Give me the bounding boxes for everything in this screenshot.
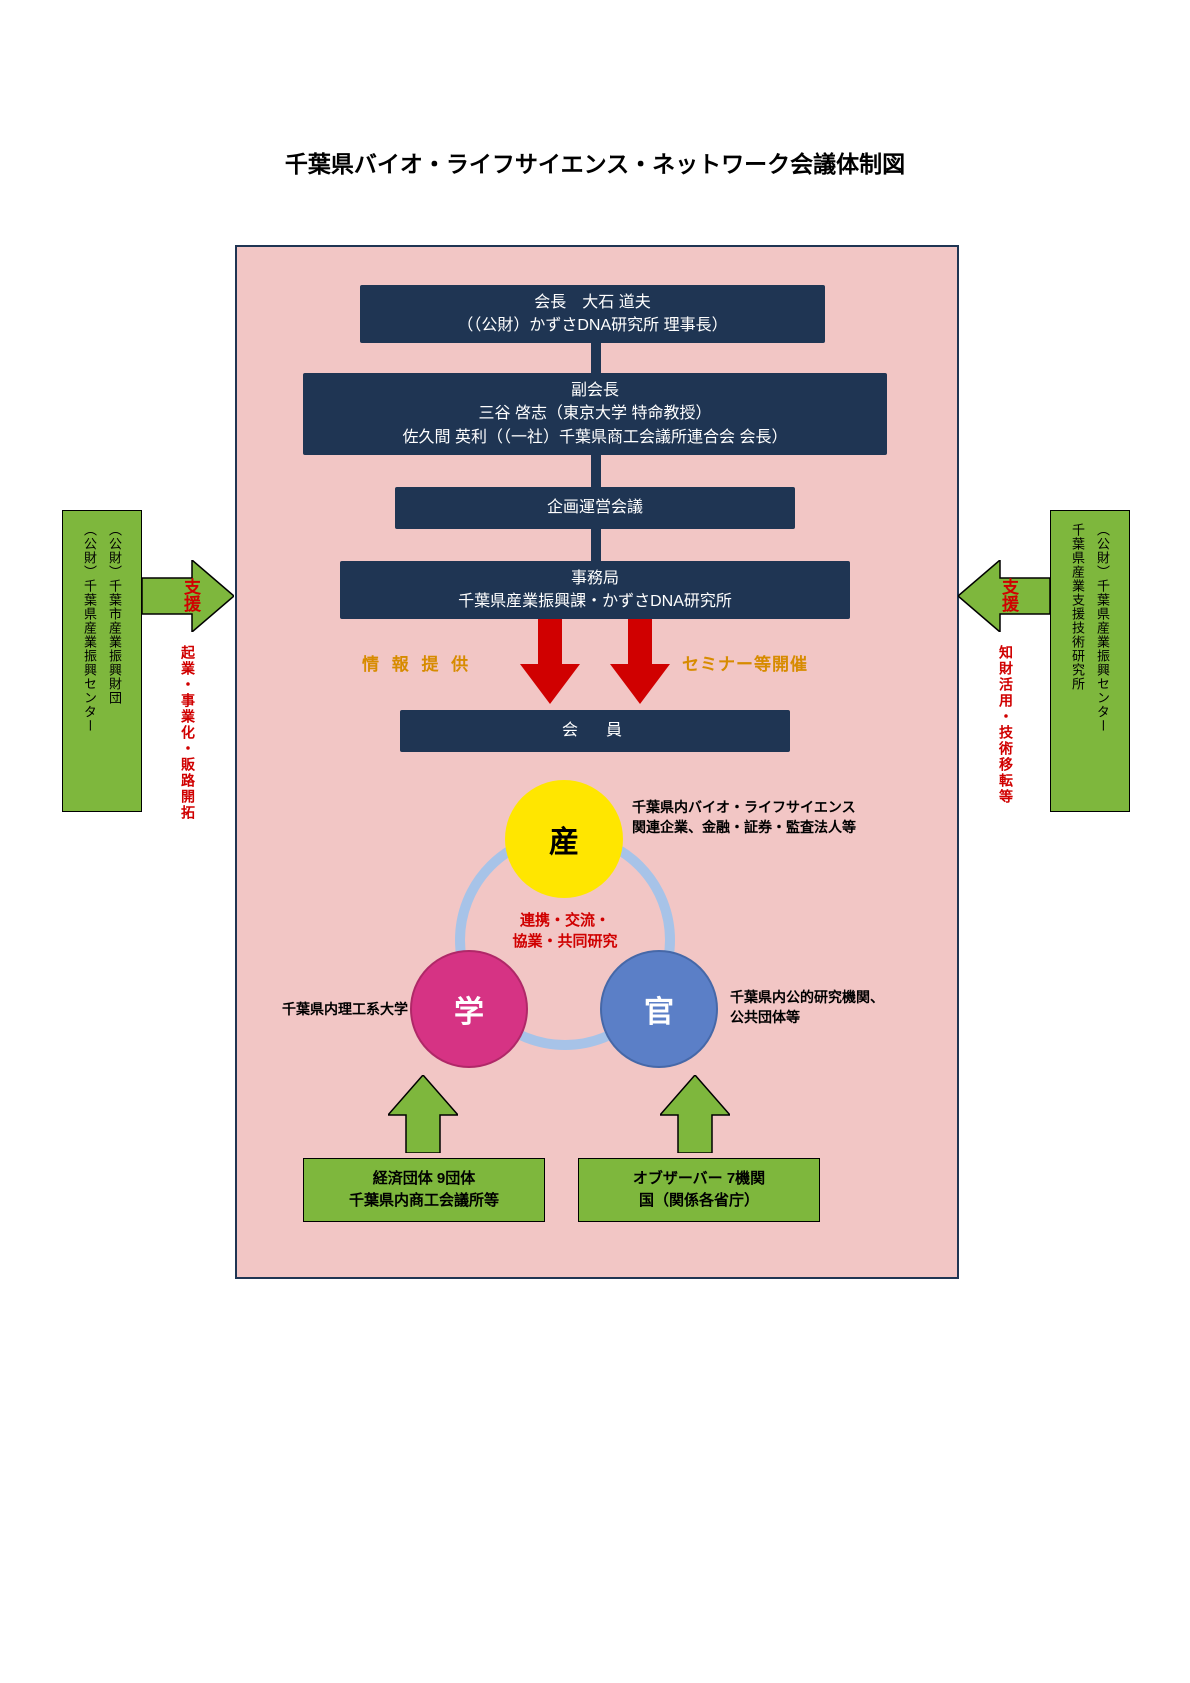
san-label2: 関連企業、金融・証券・監査法人等 xyxy=(632,818,856,838)
circle-gaku-label: 千葉県内理工系大学 xyxy=(258,1000,408,1020)
chairman-box: 会長 大石 道夫 （（公財）かずさDNA研究所 理事長） xyxy=(360,285,825,343)
san-label1: 千葉県内バイオ・ライフサイエンス xyxy=(632,798,856,818)
connector-1 xyxy=(591,343,601,373)
right-side-box: 千葉県産業支援技術研究所 （公財）千葉県産業振興センター xyxy=(1050,510,1130,812)
venn-center-text: 連携・交流・ 協業・共同研究 xyxy=(495,910,635,952)
circle-san-char: 産 xyxy=(549,817,579,861)
bottom-right-line1: オブザーバー 7機関 xyxy=(579,1168,819,1191)
green-arrow-up-left xyxy=(388,1075,458,1153)
bottom-left-line2: 千葉県内商工会議所等 xyxy=(304,1190,544,1213)
venn-center-line1: 連携・交流・ xyxy=(495,910,635,931)
green-arrow-up-right xyxy=(660,1075,730,1153)
planning-box: 企画運営会議 xyxy=(395,487,795,529)
bottom-box-left: 経済団体 9団体 千葉県内商工会議所等 xyxy=(303,1158,545,1222)
chairman-line2: （（公財）かずさDNA研究所 理事長） xyxy=(457,314,727,337)
circle-kan-char: 官 xyxy=(644,987,674,1031)
circle-kan-label: 千葉県内公的研究機関、 公共団体等 xyxy=(730,988,884,1027)
office-line2: 千葉県産業振興課・かずさDNA研究所 xyxy=(458,590,732,613)
connector-3 xyxy=(591,529,601,561)
right-side-line2: （公財）千葉県産業振興センター xyxy=(1093,523,1112,733)
red-arrow-left xyxy=(520,619,580,704)
vice-line2: 三谷 啓志（東京大学 特命教授） xyxy=(479,402,712,425)
right-support-label: 支援 xyxy=(996,578,1021,612)
red-arrow-right xyxy=(610,619,670,704)
label-info-provide: 情 報 提 供 xyxy=(362,650,472,675)
planning-label: 企画運営会議 xyxy=(547,496,643,519)
circle-gaku: 学 xyxy=(410,950,528,1068)
connector-2 xyxy=(591,455,601,487)
left-side-line1: （公財）千葉県産業振興センター xyxy=(80,523,99,733)
left-caption: 起業・事業化・販路開拓 xyxy=(178,645,198,821)
bottom-left-line1: 経済団体 9団体 xyxy=(304,1168,544,1191)
members-label: 会 員 xyxy=(562,719,628,742)
chairman-line1: 会長 大石 道夫 xyxy=(534,291,650,314)
vice-chairman-box: 副会長 三谷 啓志（東京大学 特命教授） 佐久間 英利（（一社）千葉県商工会議所… xyxy=(303,373,887,455)
venn-center-line2: 協業・共同研究 xyxy=(495,931,635,952)
label-seminar: セミナー等開催 xyxy=(682,650,808,675)
bottom-box-right: オブザーバー 7機関 国（関係各省庁） xyxy=(578,1158,820,1222)
left-side-line2: （公財）千葉市産業振興財団 xyxy=(105,523,124,705)
office-line1: 事務局 xyxy=(571,567,619,590)
members-box: 会 員 xyxy=(400,710,790,752)
kan-label1: 千葉県内公的研究機関、 xyxy=(730,988,884,1008)
right-caption: 知財活用・技術移転等 xyxy=(996,645,1016,805)
bottom-right-line2: 国（関係各省庁） xyxy=(579,1190,819,1213)
office-box: 事務局 千葉県産業振興課・かずさDNA研究所 xyxy=(340,561,850,619)
page-title: 千葉県バイオ・ライフサイエンス・ネットワーク会議体制図 xyxy=(0,145,1190,179)
circle-kan: 官 xyxy=(600,950,718,1068)
circle-gaku-char: 学 xyxy=(454,987,484,1031)
left-side-box: （公財）千葉県産業振興センター （公財）千葉市産業振興財団 xyxy=(62,510,142,812)
circle-san: 産 xyxy=(505,780,623,898)
left-support-label: 支援 xyxy=(178,578,203,612)
kan-label2: 公共団体等 xyxy=(730,1008,884,1028)
vice-line3: 佐久間 英利（（一社）千葉県商工会議所連合会 会長） xyxy=(403,426,788,449)
circle-san-label: 千葉県内バイオ・ライフサイエンス 関連企業、金融・証券・監査法人等 xyxy=(632,798,856,837)
gaku-label: 千葉県内理工系大学 xyxy=(282,1001,408,1017)
vice-line1: 副会長 xyxy=(571,379,619,402)
right-side-line1: 千葉県産業支援技術研究所 xyxy=(1068,523,1087,691)
